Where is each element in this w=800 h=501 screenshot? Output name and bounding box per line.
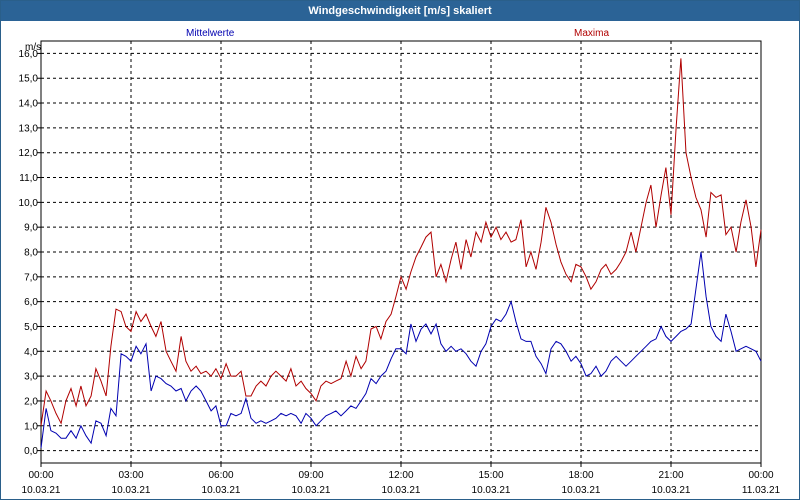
x-tick-date: 10.03.21 <box>22 485 61 496</box>
x-tick-time: 00:00 <box>28 470 53 481</box>
y-tick-label: 14,0 <box>19 99 39 110</box>
x-tick-date: 10.03.21 <box>382 485 421 496</box>
legend: Mittelwerte Maxima <box>186 28 609 39</box>
legend-maxima: Maxima <box>574 28 609 39</box>
y-tick-label: 3,0 <box>24 372 38 383</box>
x-tick-time: 00:00 <box>748 470 773 481</box>
y-tick-label: 12,0 <box>19 148 39 159</box>
x-tick-date: 10.03.21 <box>562 485 601 496</box>
window-title: Windgeschwindigkeit [m/s] skaliert <box>1 1 799 21</box>
y-tick-label: 8,0 <box>24 248 38 259</box>
y-tick-label: 16,0 <box>19 49 39 60</box>
x-tick-date: 10.03.21 <box>472 485 511 496</box>
x-tick-time: 06:00 <box>208 470 233 481</box>
y-tick-label: 6,0 <box>24 297 38 308</box>
grid <box>37 41 762 467</box>
y-tick-labels: 0,0 1,0 2,0 3,0 4,0 5,0 6,0 7,0 8,0 9,0 10,0 11,0 12… <box>19 49 39 457</box>
x-tick-date: 10.03.21 <box>202 485 241 496</box>
y-axis-unit-label: m/s <box>25 42 41 53</box>
axes: m/s <box>25 40 762 464</box>
series-lines <box>40 58 762 449</box>
x-tick-labels: 00:00 10.03.21 03:00 10.03.21 06:00 10.03.21 0… <box>22 470 781 496</box>
y-tick-label: 2,0 <box>24 396 38 407</box>
y-tick-label: 9,0 <box>24 223 38 234</box>
y-tick-label: 11,0 <box>19 173 38 184</box>
y-tick-label: 0,0 <box>24 446 38 457</box>
x-tick-time: 15:00 <box>478 470 503 481</box>
y-tick-label: 13,0 <box>19 123 39 134</box>
x-tick-time: 21:00 <box>658 470 683 481</box>
plot-frame <box>40 40 762 464</box>
y-tick-label: 4,0 <box>24 347 38 358</box>
x-tick-time: 12:00 <box>388 470 413 481</box>
x-tick-time: 18:00 <box>568 470 593 481</box>
series-line-maxima <box>40 58 762 426</box>
y-tick-label: 1,0 <box>24 421 38 432</box>
legend-mittelwerte: Mittelwerte <box>186 28 235 39</box>
series-line-mittelwerte <box>40 251 762 449</box>
y-tick-label: 15,0 <box>19 74 39 85</box>
y-tick-label: 10,0 <box>19 198 39 209</box>
x-tick-date: 10.03.21 <box>112 485 151 496</box>
x-tick-time: 09:00 <box>298 470 323 481</box>
y-tick-label: 5,0 <box>24 322 38 333</box>
x-tick-time: 03:00 <box>118 470 143 481</box>
x-tick-date: 11.03.21 <box>742 485 781 496</box>
x-tick-date: 10.03.21 <box>292 485 331 496</box>
y-tick-label: 7,0 <box>24 272 38 283</box>
x-tick-date: 10.03.21 <box>652 485 691 496</box>
